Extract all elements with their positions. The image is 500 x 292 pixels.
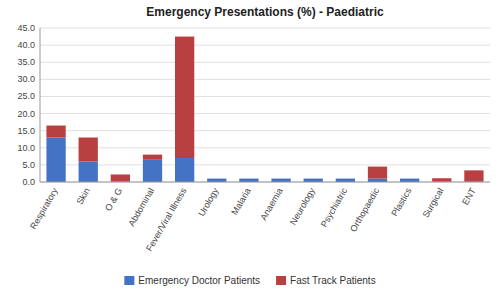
bar-segment [46,126,65,138]
grid-line [40,79,490,80]
grid-line [40,130,490,131]
x-tick-label: Respiratory [28,186,60,231]
bar-segment [400,178,419,179]
bar-segment [464,170,483,181]
y-tick-label: 45.0 [17,23,35,33]
legend: Emergency Doctor Patients Fast Track Pati… [124,275,375,286]
x-tick-label: Skin [75,186,92,206]
bar-segment [368,179,387,182]
y-axis [40,28,41,182]
legend-label: Fast Track Patients [290,275,376,286]
x-tick-label: Anaemia [258,186,284,222]
grid-line [40,182,490,183]
grid-line [40,28,490,29]
x-tick-label: Malaria [229,186,252,217]
y-tick-label: 35.0 [17,57,35,67]
legend-label: Emergency Doctor Patients [138,275,260,286]
bar-segment [207,179,226,182]
bar-segment [239,179,258,182]
bar-segment [271,178,290,179]
y-tick-label: 40.0 [17,40,35,50]
x-tick-label: O & G [103,186,124,213]
bars [46,37,483,182]
bar-segment [143,155,162,160]
x-tick-label: Urology [196,186,220,218]
x-tick-label: Surgical [421,186,446,219]
chart: Emergency Presentations (%) - Paediatric… [0,0,500,292]
grid-line [40,45,490,46]
bar-segment [143,160,162,182]
bar-segment [368,167,387,179]
x-tick-label: Fever/Viral Illness [144,186,189,253]
legend-item: Emergency Doctor Patients [124,275,260,286]
y-tick-label: 5.0 [22,160,35,170]
y-tick-label: 0.0 [22,177,35,187]
bar-segment [336,179,355,182]
title: Emergency Presentations (%) - Paediatric [146,5,384,19]
grid-line [40,96,490,97]
bar-segment [175,37,194,158]
x-tick-label: Orthopaedic [348,186,381,234]
y-tick-label: 30.0 [17,74,35,84]
bar-segment [111,174,130,181]
grid-line [40,147,490,148]
legend-swatch [276,276,286,285]
bar-segment [239,178,258,179]
bar-segment [400,179,419,182]
x-tick-label: Psychiatric [319,186,350,229]
y-tick-label: 25.0 [17,91,35,101]
bar-segment [304,178,323,179]
bar-segment [304,179,323,182]
bar-segment [271,179,290,182]
x-tick-label: Plastics [389,186,413,218]
y-tick-label: 10.0 [17,143,35,153]
bar-segment [79,161,98,182]
grid-line [40,113,490,114]
bar-segment [46,138,65,182]
x-tick-label: Neurology [288,186,317,227]
grid-line [40,62,490,63]
y-tick-label: 15.0 [17,126,35,136]
legend-swatch [124,276,134,285]
bar-segment [432,178,451,181]
x-tick-label: ENT [460,186,478,207]
bar-segment [175,158,194,182]
x-tick-label: Abdominal [126,186,156,228]
y-tick-label: 20.0 [17,109,35,119]
bar-segment [207,178,226,179]
x-axis [40,182,490,183]
grid-line [40,164,490,165]
bar-segment [79,138,98,162]
bar-segment [336,178,355,179]
legend-item: Fast Track Patients [276,275,376,286]
